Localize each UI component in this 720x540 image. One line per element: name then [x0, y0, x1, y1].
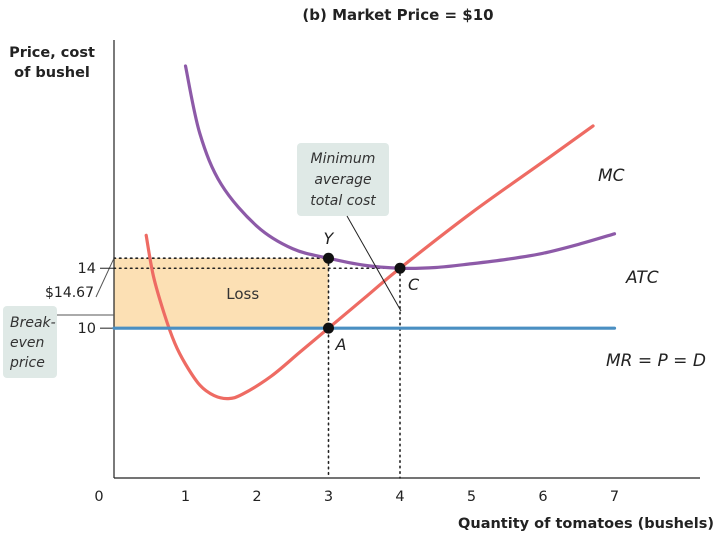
- curves: MC ATC MR = P = D: [112, 64, 706, 401]
- labeled-points: Y A C: [323, 229, 420, 354]
- point-c: [394, 262, 406, 274]
- point-label-c: C: [408, 275, 420, 294]
- min-atc-callout: Minimum average total cost: [297, 143, 402, 312]
- point-a: [323, 322, 334, 334]
- x-tick-label-7: 7: [610, 489, 619, 505]
- dotted-guides: [113, 257, 401, 479]
- x-tick-label-0: 0: [94, 489, 103, 505]
- min-atc-text-1: Minimum: [311, 151, 376, 167]
- x-tick-label-1: 1: [181, 489, 190, 505]
- x-tick-label-3: 3: [324, 489, 333, 505]
- x-tick-label-4: 4: [395, 489, 404, 505]
- x-tick-label-6: 6: [538, 489, 547, 505]
- series-label-mc: MC: [598, 166, 625, 186]
- break-even-text-2: even: [10, 335, 44, 351]
- point-label-y: Y: [324, 229, 335, 248]
- point-y: [323, 252, 334, 264]
- break-even-callout: Break- even price: [3, 306, 114, 378]
- y-axis-label-line1: Price, cost: [9, 45, 95, 61]
- series-line-atc: [183, 64, 617, 270]
- y-tick-label-10: 10: [78, 321, 96, 337]
- min-atc-leader: [346, 215, 402, 312]
- x-tick-labels: 0 1 2 3 4 5 6 7: [94, 489, 619, 505]
- y-tick-labels: $14.67 14 10: [45, 257, 115, 337]
- loss-region: [114, 258, 329, 329]
- y-tick-label-14: 14: [78, 261, 96, 277]
- min-atc-box: [297, 143, 389, 216]
- break-even-text-3: price: [9, 355, 45, 371]
- loss-label: Loss: [226, 285, 259, 303]
- point-label-a: A: [335, 335, 347, 354]
- series-line-mc: [144, 124, 595, 401]
- break-even-box: [3, 306, 57, 378]
- x-axis-label: Quantity of tomatoes (bushels): [458, 516, 714, 532]
- x-tick-label-2: 2: [252, 489, 261, 505]
- break-even-text-1: Break-: [10, 315, 56, 331]
- y-axis-label-line2: of bushel: [14, 65, 90, 81]
- series-label-atc: ATC: [625, 268, 659, 288]
- chart-title: (b) Market Price = $10: [302, 6, 493, 24]
- x-tick-label-5: 5: [467, 489, 476, 505]
- y-tick-label-14-67: $14.67: [45, 285, 94, 301]
- tick-leader-14-67: [95, 257, 115, 298]
- min-atc-text-2: average: [314, 172, 371, 188]
- series-label-mr-p-d: MR = P = D: [606, 351, 706, 371]
- min-atc-text-3: total cost: [310, 193, 376, 209]
